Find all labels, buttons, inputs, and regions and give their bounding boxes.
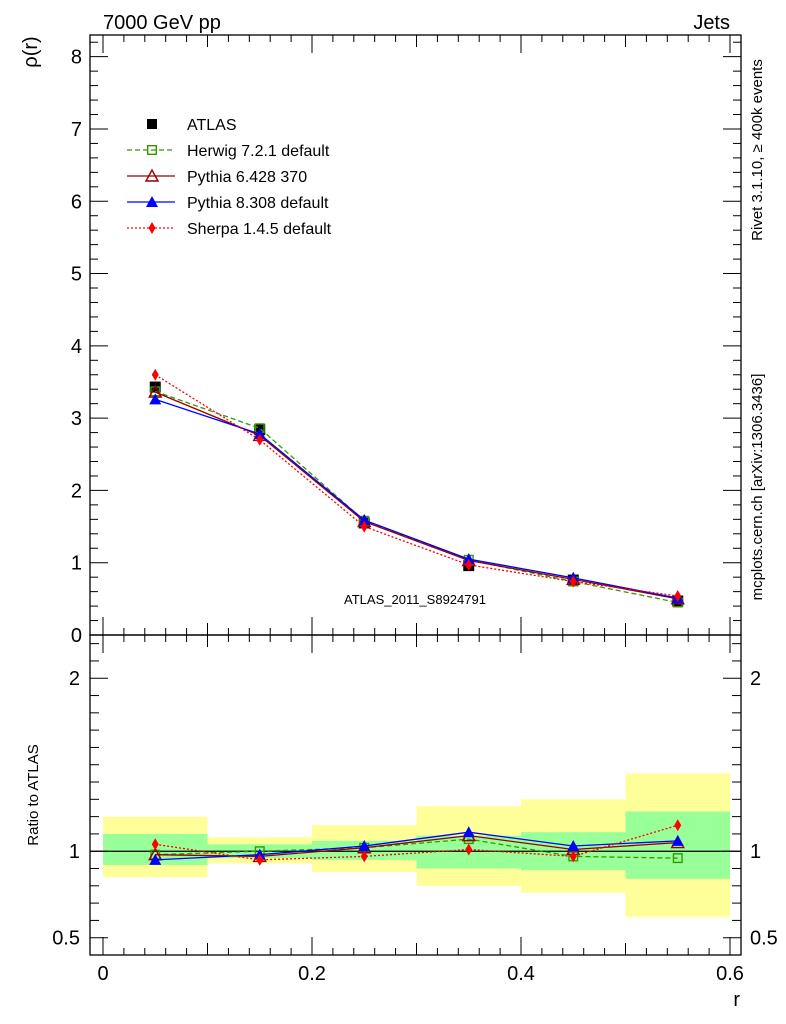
y-tick-label-main: 5 [71,264,82,286]
legend-marker-pythia-6-428-370 [144,168,160,182]
y-tick-label-ratio-right: 0.5 [750,928,778,950]
ratio-series-group [148,819,685,866]
y-axis-label-ratio: Ratio to ATLAS [25,744,42,845]
ratio-point-herwig-7-2-1-default [672,853,683,864]
y-tick-label-ratio-left: 1 [69,841,80,863]
x-tick-label: 0.4 [507,963,535,985]
ratio-plot-frame [89,634,742,956]
legend-marker-herwig-7-2-1-default [146,144,157,155]
ratio-point-pythia-8-308-default [567,840,580,852]
axis-tick-labels: 0 0.2 0.4 0.6 0 1 2 3 4 5 6 7 8 0.5 0.5 1 1 2 2 [52,47,778,985]
series-point-sherpa-1-4-5-default [465,558,473,571]
y-tick-label-ratio-left: 0.5 [52,928,80,950]
x-tick-label: 0.2 [298,963,326,985]
series-line-sherpa-1-4-5-default [154,374,678,597]
series-point-pythia-8-308-default [253,428,266,440]
main-series-group [148,368,685,608]
ratio-line-pythia-8-308-default [155,831,678,861]
ratio-point-pythia-8-308-default [462,826,475,838]
ratio-point-sherpa-1-4-5-default [674,819,682,832]
plot-frames [89,34,742,956]
legend-label-sherpa-1-4-5-default: Sherpa 1.4.5 default [187,221,332,238]
y-tick-label-main: 2 [71,480,82,502]
series-point-sherpa-1-4-5-default [360,520,368,533]
series-point-sherpa-1-4-5-default [569,575,577,588]
legend-label-atlas: ATLAS [187,117,237,134]
legend: ATLAS Herwig 7.2.1 default Pythia 6.428 37… [127,117,332,238]
y-tick-label-main: 1 [71,553,82,575]
y-tick-label-main: 6 [71,191,82,213]
series-point-pythia-8-308-default [462,553,475,565]
ratio-point-sherpa-1-4-5-default [569,850,577,863]
series-point-sherpa-1-4-5-default [151,368,159,381]
x-axis-label: r [733,989,740,1011]
series-point-sherpa-1-4-5-default [674,589,682,602]
axis-ticks [90,35,741,955]
y-axis-label-main: ρ(r) [20,36,42,67]
ratio-line-sherpa-1-4-5-default [155,824,678,861]
series-line-herwig-7-2-1-default [155,390,678,604]
legend-label-pythia-8-308-default: Pythia 8.308 default [187,195,329,212]
y-tick-label-main: 8 [71,47,82,69]
watermark: ATLAS_2011_S8924791 [344,592,486,607]
x-tick-label: 0 [97,963,108,985]
ratio-point-sherpa-1-4-5-default [360,850,368,863]
legend-label-pythia-6-428-370: Pythia 6.428 370 [187,169,307,186]
series-line-pythia-8-308-default [155,398,678,599]
series-point-pythia-8-308-default [149,393,162,405]
legend-label-herwig-7-2-1-default: Herwig 7.2.1 default [187,143,330,160]
series-point-sherpa-1-4-5-default [256,433,264,446]
ratio-point-sherpa-1-4-5-default [465,843,473,856]
legend-marker-pythia-8-308-default [146,196,158,207]
y-tick-label-main: 0 [71,625,82,647]
y-tick-label-ratio-left: 2 [69,668,80,690]
y-tick-label-ratio-right: 1 [750,841,761,863]
series-point-pythia-8-308-default [358,514,371,526]
side-text-bottom: mcplots.cern.ch [arXiv:1306.3436] [749,374,766,601]
y-tick-label-main: 3 [71,408,82,430]
ratio-point-pythia-8-308-default [358,840,371,852]
ratio-point-sherpa-1-4-5-default [256,853,264,866]
ratio-point-sherpa-1-4-5-default [151,838,159,851]
header-left: 7000 GeV pp [103,12,221,34]
ratio-point-pythia-8-308-default [671,834,684,846]
y-tick-label-main: 7 [71,119,82,141]
ratio-point-pythia-8-308-default [149,853,162,865]
legend-marker-sherpa-1-4-5-default [148,222,156,234]
side-text-top: Rivet 3.1.10, ≥ 400k events [749,59,766,241]
header-right: Jets [693,12,730,34]
legend-marker-atlas [147,119,157,129]
y-tick-label-main: 4 [71,336,82,358]
y-tick-label-ratio-right: 2 [750,668,761,690]
x-tick-label: 0.6 [716,963,744,985]
